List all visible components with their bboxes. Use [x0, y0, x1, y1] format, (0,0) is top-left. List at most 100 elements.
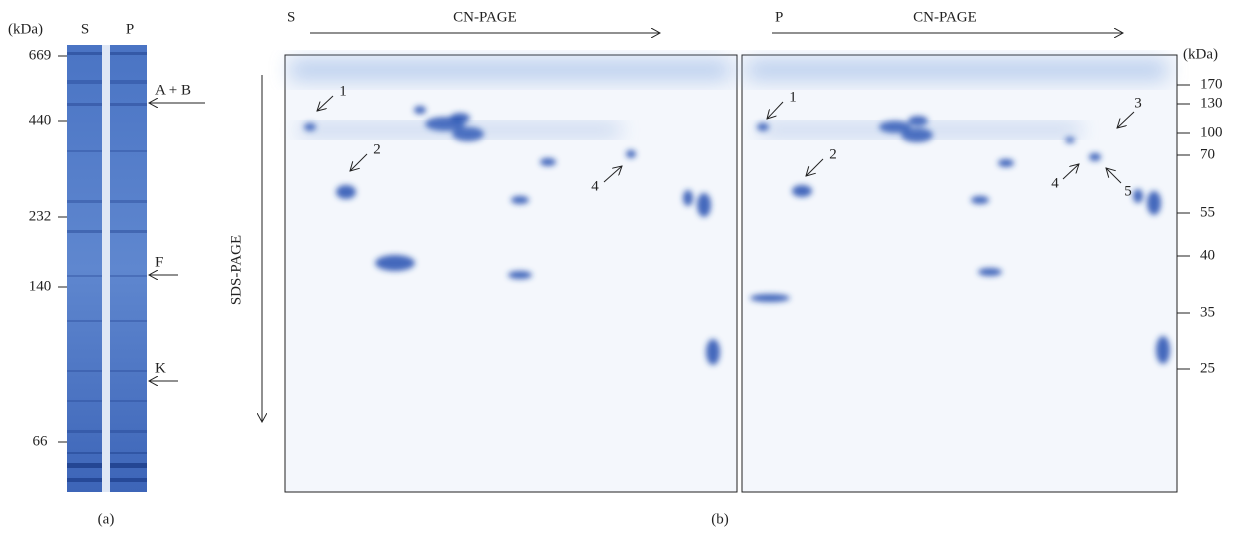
gel-band: [110, 52, 147, 55]
protein-spot: [1147, 191, 1161, 215]
spot-label: 5: [1124, 183, 1132, 199]
gel-band: [110, 478, 147, 482]
lane-label: S: [81, 21, 89, 37]
gel-band: [67, 400, 102, 402]
spot-arrow: [767, 101, 784, 119]
axis-label: CN-PAGE: [453, 9, 517, 25]
smear: [747, 60, 1167, 80]
band-label: K: [155, 360, 166, 376]
spot-label: 2: [373, 141, 381, 157]
gel-band: [110, 150, 147, 152]
protein-spot: [336, 185, 356, 199]
marker-label: 232: [29, 208, 52, 224]
marker-label: 170: [1200, 76, 1223, 92]
gel-band: [67, 150, 102, 152]
gel-s-border: [284, 54, 738, 493]
spot-label: 3: [1134, 95, 1142, 111]
gel-band: [67, 230, 102, 233]
gel-band: [67, 452, 102, 454]
marker-label: 100: [1200, 124, 1223, 140]
protein-spot: [1133, 189, 1143, 203]
gel-band: [67, 370, 102, 372]
gel-band: [110, 275, 147, 277]
gel-band: [67, 463, 102, 468]
protein-spot: [450, 113, 470, 123]
gel-p: [741, 54, 1178, 493]
lane-gap: [102, 45, 110, 492]
gel-band: [67, 200, 102, 203]
gel-band: [110, 200, 147, 203]
protein-spot: [750, 294, 790, 302]
spot-label: 1: [789, 89, 797, 105]
spot-label: 1: [339, 83, 347, 99]
sample-label: S: [287, 9, 295, 25]
protein-spot: [1089, 153, 1101, 161]
protein-spot: [978, 268, 1002, 276]
protein-spot: [971, 196, 989, 204]
gel-band: [110, 320, 147, 322]
protein-spot: [792, 185, 812, 197]
marker-label: 25: [1200, 360, 1215, 376]
gel-band: [110, 400, 147, 402]
marker-label: 40: [1200, 247, 1215, 263]
gel-p-border: [741, 54, 1178, 493]
caption: (b): [711, 511, 729, 527]
spot-arrow: [1106, 168, 1122, 184]
spot-arrow: [1062, 164, 1079, 180]
band-label: F: [155, 254, 163, 270]
smear: [300, 125, 620, 135]
lane-label: P: [126, 21, 134, 37]
gel-band: [67, 103, 102, 106]
spot-label: 4: [1051, 175, 1059, 191]
protein-spot: [908, 116, 928, 126]
spot-arrow: [317, 95, 334, 111]
gel-band: [110, 80, 147, 84]
gel-band: [67, 52, 102, 55]
protein-spot: [1065, 137, 1075, 143]
gel-band: [110, 230, 147, 233]
marker-label: 440: [29, 112, 52, 128]
band-label: A + B: [155, 82, 191, 98]
smear: [760, 125, 1080, 135]
protein-spot: [375, 255, 415, 271]
marker-label: 70: [1200, 146, 1215, 162]
marker-label: 140: [29, 278, 52, 294]
spot-arrow: [603, 166, 622, 183]
gel-band: [110, 452, 147, 454]
caption: (a): [98, 511, 115, 527]
marker-label: 130: [1200, 95, 1223, 111]
protein-spot: [508, 271, 532, 279]
gel-band: [110, 103, 147, 106]
protein-spot: [697, 193, 711, 217]
protein-spot: [626, 150, 636, 158]
spot-arrow: [1117, 111, 1135, 128]
marker-label: 66: [33, 433, 49, 449]
spot-label: 4: [591, 178, 599, 194]
spot-label: 2: [829, 146, 837, 162]
sample-label: P: [775, 9, 783, 25]
gel-band: [110, 463, 147, 468]
axis-label: CN-PAGE: [913, 9, 977, 25]
smear: [290, 60, 730, 80]
unit-label: (kDa): [8, 21, 43, 37]
gel-band: [110, 430, 147, 433]
gel-band: [67, 430, 102, 433]
spot-arrow: [350, 153, 368, 171]
protein-spot: [706, 339, 720, 365]
protein-spot: [511, 196, 529, 204]
marker-label: 35: [1200, 304, 1215, 320]
gel-band: [67, 275, 102, 277]
gel-band: [110, 370, 147, 372]
spot-arrow: [806, 158, 824, 176]
protein-spot: [998, 159, 1014, 167]
protein-spot: [683, 190, 693, 206]
unit-label: (kDa): [1183, 46, 1218, 62]
gel-band: [67, 478, 102, 482]
gel-band: [67, 80, 102, 84]
protein-spot: [1156, 336, 1170, 364]
protein-spot: [540, 158, 556, 166]
marker-label: 55: [1200, 204, 1215, 220]
sds-page-label: SDS-PAGE: [228, 235, 244, 305]
gel-band: [67, 320, 102, 322]
